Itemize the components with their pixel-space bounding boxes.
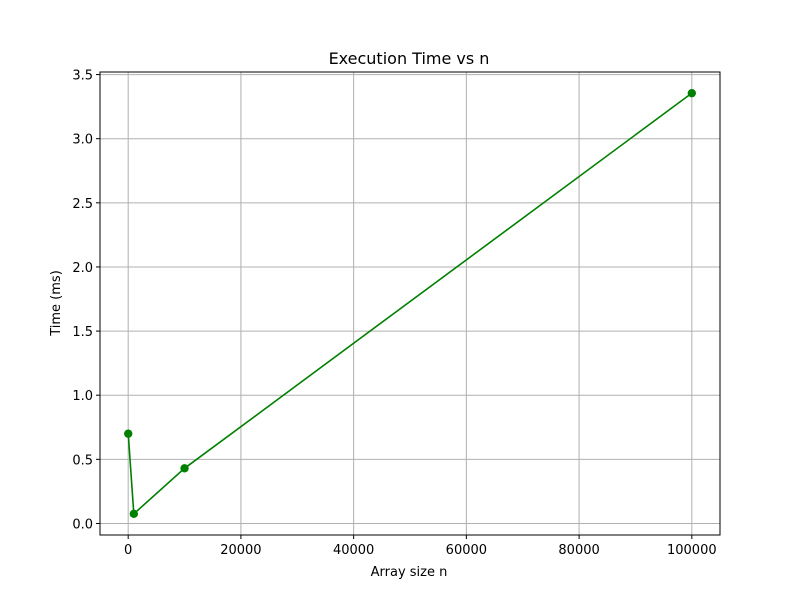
chart-title: Execution Time vs n	[329, 49, 490, 68]
data-point	[124, 429, 133, 438]
series-line	[127, 92, 693, 516]
y-tick-label: 1.0	[72, 389, 93, 404]
x-tick-label: 100000	[667, 543, 717, 558]
y-axis-label: Time (ms)	[49, 270, 64, 337]
x-tick-label: 40000	[333, 543, 374, 558]
y-tick-label: 3.0	[72, 133, 93, 148]
y-tick-label: 0.5	[72, 453, 93, 468]
data-point	[180, 464, 189, 473]
y-tick-label: 2.0	[72, 261, 93, 276]
data-point	[687, 88, 697, 98]
x-axis-label: Array size n	[371, 565, 448, 580]
y-tick-label: 1.5	[72, 325, 93, 340]
y-tick-label: 0.0	[72, 517, 93, 532]
axes-layer	[99, 71, 721, 536]
x-tick-label: 60000	[446, 543, 487, 558]
series-layer	[124, 88, 697, 519]
y-tick-label: 3.5	[72, 69, 93, 84]
axes-frame	[99, 71, 721, 536]
x-tick-label: 20000	[220, 543, 261, 558]
ticks-layer: 0 20000 40000 60000 80000 100000 0.0 0.5 1.0 1.5 2…	[72, 69, 716, 558]
y-tick-label: 2.5	[72, 197, 93, 212]
x-tick-label: 80000	[558, 543, 599, 558]
grid-layer	[100, 72, 720, 535]
data-point	[129, 509, 139, 519]
x-tick-label: 0	[124, 543, 132, 558]
